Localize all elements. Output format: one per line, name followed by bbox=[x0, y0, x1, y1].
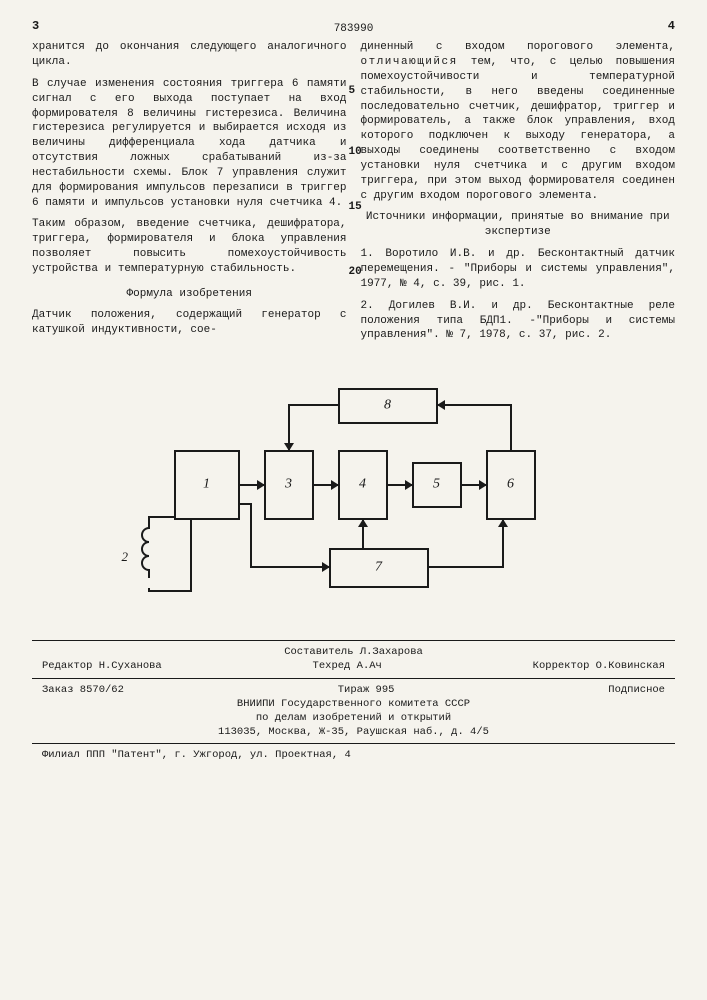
wire bbox=[148, 516, 174, 518]
filial: Филиал ППП "Патент", г. Ужгород, ул. Про… bbox=[32, 748, 675, 762]
org-line-2: по делам изобретений и открытий bbox=[32, 711, 675, 725]
arrow-8-3 bbox=[288, 404, 290, 450]
arrow-1-7 bbox=[250, 566, 329, 568]
separator bbox=[32, 640, 675, 641]
wire bbox=[429, 566, 504, 568]
wire bbox=[250, 503, 252, 568]
arrow-3-4 bbox=[314, 484, 338, 486]
arrow-7-4 bbox=[362, 520, 364, 548]
wire bbox=[148, 590, 192, 592]
block-8: 8 bbox=[338, 388, 438, 424]
org-line-1: ВНИИПИ Государственного комитета СССР bbox=[32, 697, 675, 711]
left-column: хранится до окончания следующего аналоги… bbox=[32, 40, 347, 350]
arrow-1-3 bbox=[240, 484, 264, 486]
arrow-5-6 bbox=[462, 484, 486, 486]
document-number: 783990 bbox=[334, 22, 374, 37]
block-6: 6 bbox=[486, 450, 536, 520]
credits-row: Редактор Н.Суханова Техред А.Ач Корректо… bbox=[32, 659, 675, 673]
block-1: 1 bbox=[174, 450, 240, 520]
colophon: Составитель Л.Захарова Редактор Н.Сухано… bbox=[32, 640, 675, 762]
ln-10: 10 bbox=[349, 145, 362, 160]
arrow-7-6 bbox=[502, 520, 504, 568]
order-num: Заказ 8570/62 bbox=[42, 683, 124, 697]
formula-title: Формула изобретения bbox=[32, 287, 347, 302]
tech-editor: Техред А.Ач bbox=[313, 659, 382, 673]
text-columns: хранится до окончания следующего аналоги… bbox=[32, 40, 675, 350]
left-p4: Датчик положения, содержащий генератор с… bbox=[32, 308, 347, 338]
block-3: 3 bbox=[264, 450, 314, 520]
wire bbox=[288, 404, 338, 406]
wire bbox=[190, 520, 192, 592]
block-5: 5 bbox=[412, 462, 462, 508]
left-p3: Таким образом, введение счетчика, дешифр… bbox=[32, 217, 347, 276]
wire bbox=[148, 518, 150, 522]
coil-label: 2 bbox=[122, 548, 129, 566]
block-4: 4 bbox=[338, 450, 388, 520]
editor: Редактор Н.Суханова bbox=[42, 659, 162, 673]
block-diagram: 2 1 3 4 5 6 7 8 bbox=[114, 370, 594, 610]
right-column: 5 10 15 20 диненный с входом порогового … bbox=[361, 40, 676, 350]
ln-20: 20 bbox=[349, 265, 362, 280]
page-num-left: 3 bbox=[32, 18, 39, 34]
address: 113035, Москва, Ж-35, Раушская наб., д. … bbox=[32, 725, 675, 739]
ref-1: 1. Воротило И.В. и др. Бесконтактный дат… bbox=[361, 247, 676, 292]
arrow-4-5 bbox=[388, 484, 412, 486]
subscribe: Подписное bbox=[608, 683, 665, 697]
left-p2: В случае изменения состояния триггера 6 … bbox=[32, 77, 347, 211]
inductor-icon bbox=[136, 520, 162, 590]
wire bbox=[510, 404, 512, 450]
ln-5: 5 bbox=[349, 84, 356, 99]
separator bbox=[32, 678, 675, 679]
tirazh: Тираж 995 bbox=[338, 683, 395, 697]
print-row: Заказ 8570/62 Тираж 995 Подписное bbox=[32, 683, 675, 697]
page-num-right: 4 bbox=[668, 18, 675, 34]
ref-2: 2. Догилев В.И. и др. Бесконтактные реле… bbox=[361, 299, 676, 344]
corrector: Корректор О.Ковинская bbox=[533, 659, 665, 673]
arrow-6-8 bbox=[438, 404, 512, 406]
sources-title: Источники информации, принятые во вниман… bbox=[361, 210, 676, 240]
ln-15: 15 bbox=[349, 200, 362, 215]
block-7: 7 bbox=[329, 548, 429, 588]
right-p1: диненный с входом порогового элемента, о… bbox=[361, 40, 676, 203]
compiler: Составитель Л.Захарова bbox=[32, 645, 675, 659]
left-p1: хранится до окончания следующего аналоги… bbox=[32, 40, 347, 70]
separator bbox=[32, 743, 675, 744]
